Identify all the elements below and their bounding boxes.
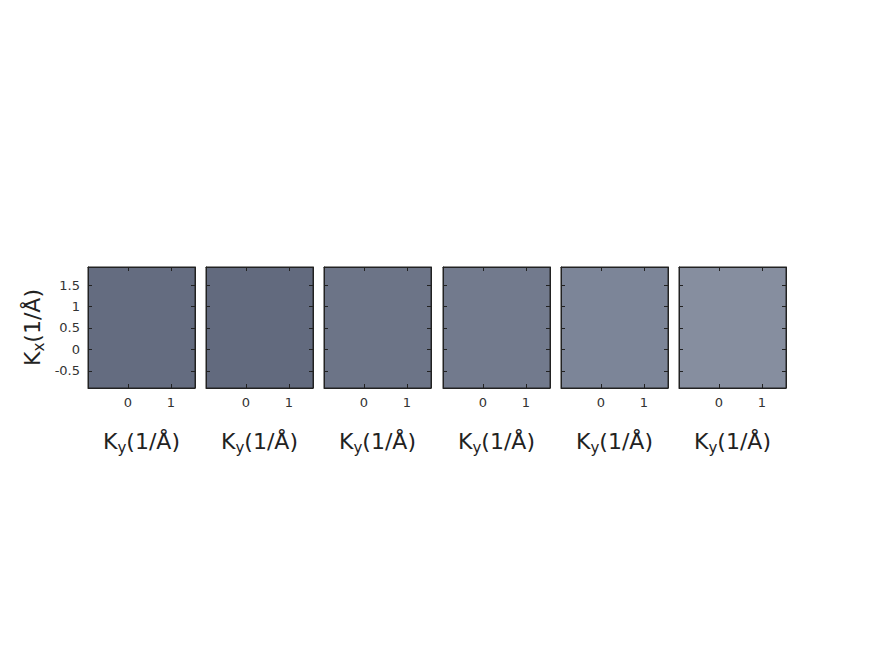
- svg-text:-0.5: -0.5: [55, 363, 80, 378]
- svg-text:1: 1: [285, 395, 293, 410]
- svg-text:(1/Å): (1/Å): [362, 428, 416, 454]
- svg-text:0: 0: [242, 395, 250, 410]
- svg-text:1.5: 1.5: [59, 278, 80, 293]
- svg-text:0: 0: [479, 395, 487, 410]
- svg-text:0: 0: [715, 395, 723, 410]
- svg-text:y: y: [117, 439, 126, 457]
- svg-text:y: y: [353, 439, 362, 457]
- svg-text:y: y: [590, 439, 599, 457]
- svg-text:(1/Å): (1/Å): [599, 428, 653, 454]
- svg-text:0: 0: [124, 395, 132, 410]
- svg-text:K: K: [20, 351, 45, 366]
- svg-text:K: K: [694, 429, 709, 454]
- svg-text:y: y: [708, 439, 717, 457]
- svg-text:1: 1: [640, 395, 648, 410]
- svg-text:x: x: [30, 343, 48, 352]
- svg-text:0: 0: [360, 395, 368, 410]
- svg-text:1: 1: [72, 299, 80, 314]
- svg-text:(1/Å): (1/Å): [19, 289, 45, 343]
- svg-text:(1/Å): (1/Å): [126, 428, 180, 454]
- svg-text:y: y: [235, 439, 244, 457]
- svg-text:K: K: [221, 429, 236, 454]
- svg-text:K: K: [458, 429, 473, 454]
- svg-text:1: 1: [167, 395, 175, 410]
- svg-text:1: 1: [522, 395, 530, 410]
- svg-text:K: K: [339, 429, 354, 454]
- svg-text:(1/Å): (1/Å): [481, 428, 535, 454]
- svg-text:(1/Å): (1/Å): [244, 428, 298, 454]
- svg-text:0: 0: [72, 342, 80, 357]
- svg-text:K: K: [576, 429, 591, 454]
- svg-text:0: 0: [597, 395, 605, 410]
- svg-text:(1/Å): (1/Å): [717, 428, 771, 454]
- svg-text:1: 1: [403, 395, 411, 410]
- svg-text:0.5: 0.5: [59, 320, 80, 335]
- svg-text:1: 1: [758, 395, 766, 410]
- svg-text:y: y: [472, 439, 481, 457]
- svg-text:K: K: [103, 429, 118, 454]
